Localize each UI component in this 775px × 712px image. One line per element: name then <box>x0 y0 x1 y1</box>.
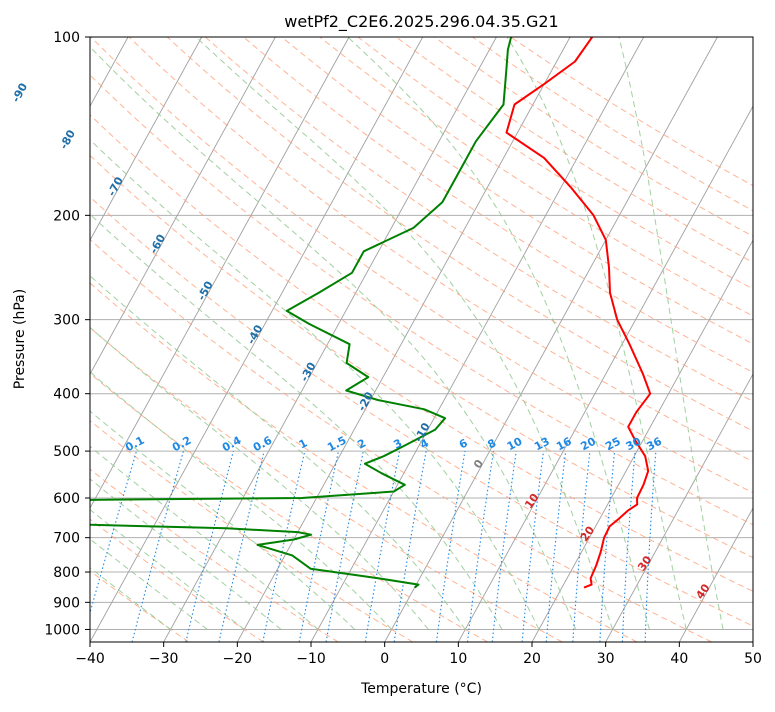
x-tick-label: −30 <box>149 651 179 667</box>
y-tick-label: 900 <box>53 595 80 611</box>
y-tick-label: 700 <box>53 531 80 547</box>
y-axis-label: Pressure (hPa) <box>12 289 28 389</box>
x-tick-label: 30 <box>597 651 615 667</box>
y-tick-label: 800 <box>53 565 80 581</box>
x-tick-label: −10 <box>296 651 326 667</box>
y-tick-label: 1000 <box>44 622 80 638</box>
x-axis-label: Temperature (°C) <box>360 681 482 697</box>
x-tick-label: 0 <box>380 651 389 667</box>
x-tick-label: −20 <box>223 651 253 667</box>
chart-title: wetPf2_C2E6.2025.296.04.35.G21 <box>284 12 558 32</box>
x-tick-label: 10 <box>449 651 467 667</box>
y-tick-label: 200 <box>53 208 80 224</box>
y-tick-label: 500 <box>53 444 80 460</box>
y-tick-label: 100 <box>53 30 80 46</box>
x-tick-label: −40 <box>75 651 105 667</box>
y-tick-label: 400 <box>53 387 80 403</box>
x-tick-label: 50 <box>744 651 762 667</box>
y-tick-label: 300 <box>53 313 80 329</box>
y-tick-label: 600 <box>53 491 80 507</box>
x-tick-label: 20 <box>523 651 541 667</box>
x-tick-label: 40 <box>670 651 688 667</box>
